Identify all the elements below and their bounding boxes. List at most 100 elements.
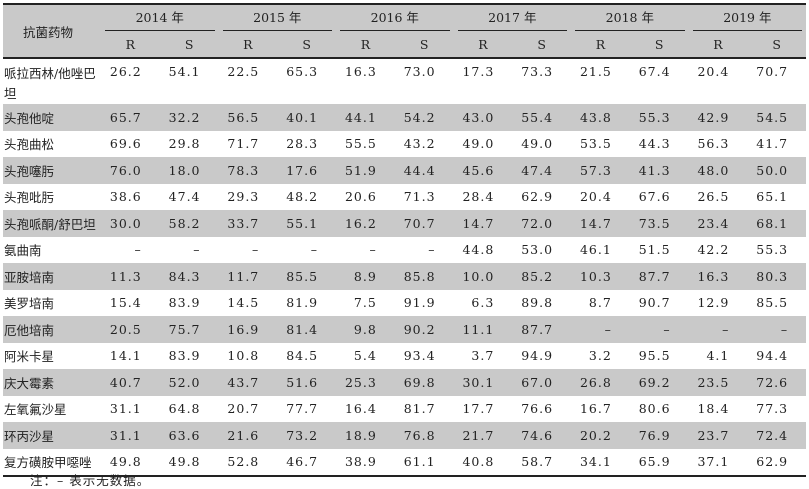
value-cell: 20.7	[227, 401, 260, 417]
header-s: S	[747, 31, 807, 59]
value-cell: 21.7	[462, 427, 495, 443]
value-cell: 49.0	[462, 136, 495, 152]
table-note: 注：– 表示无数据。	[30, 473, 151, 488]
value-cell: 18.4	[697, 401, 730, 417]
value-cell: 85.8	[403, 268, 436, 284]
value-cell: 26.5	[697, 189, 730, 205]
value-cell: 55.5	[344, 136, 377, 152]
drug-name: 庆大霉素	[4, 375, 55, 391]
value-cell: 31.1	[109, 401, 142, 417]
value-cell: 70.7	[403, 215, 436, 231]
value-cell: 42.9	[697, 109, 730, 125]
value-cell: –	[134, 242, 142, 258]
value-cell: 63.6	[168, 427, 201, 443]
value-cell: 50.0	[756, 162, 789, 178]
value-cell: 76.9	[638, 427, 671, 443]
value-cell: 93.4	[403, 348, 436, 364]
value-cell: 44.3	[638, 136, 671, 152]
header-year: 2017 年	[454, 4, 572, 31]
value-cell: 72.6	[756, 374, 789, 390]
table-row: 头孢曲松 69.6 29.8 71.7 28.3 55.5 43.2 49.0 49.0 53.5…	[3, 131, 806, 158]
value-cell: 73.2	[286, 427, 319, 443]
value-cell: 11.3	[109, 268, 142, 284]
value-cell: 38.6	[109, 189, 142, 205]
value-cell: 30.0	[109, 215, 142, 231]
value-cell: 56.3	[697, 136, 730, 152]
drug-name: 哌拉西林/他唑巴坦	[4, 66, 96, 101]
table-row: 头孢吡肟 38.6 47.4 29.3 48.2 20.6 71.3 28.4 62.9 20.4…	[3, 184, 806, 211]
header-s: S	[629, 31, 689, 59]
value-cell: 90.2	[403, 321, 436, 337]
value-cell: –	[722, 321, 730, 337]
value-cell: 17.3	[462, 64, 495, 79]
value-cell: 83.9	[168, 348, 201, 364]
value-cell: 55.3	[756, 242, 789, 258]
value-cell: –	[193, 242, 201, 258]
value-cell: 52.0	[168, 374, 201, 390]
value-cell: 14.7	[462, 215, 495, 231]
value-cell: 85.2	[521, 268, 554, 284]
value-cell: –	[310, 242, 319, 258]
value-cell: 28.4	[462, 189, 495, 205]
drug-name: 氨曲南	[4, 243, 42, 259]
drug-name: 阿米卡星	[4, 349, 55, 365]
value-cell: 68.1	[756, 215, 789, 231]
header-s: S	[394, 31, 454, 59]
value-cell: 44.1	[344, 109, 377, 125]
table-row: 左氧氟沙星 31.1 64.8 20.7 77.7 16.4 81.7 17.7 76.6 16.…	[3, 396, 806, 423]
value-cell: 40.8	[462, 454, 495, 470]
value-cell: 94.9	[521, 348, 554, 364]
value-cell: 4.1	[706, 348, 730, 364]
year-label: 2015 年	[222, 5, 333, 31]
header-s: S	[277, 31, 337, 59]
value-cell: 87.7	[521, 321, 554, 337]
value-cell: 8.7	[588, 295, 612, 311]
header-year-row: 抗菌药物 2014 年 2015 年 2016 年 2017 年 2018 年 2019 …	[3, 4, 807, 59]
table-row: 氨曲南 – – – – – – 44.8 53.0 46.1 51.5 42.2 55.3	[3, 237, 806, 264]
value-cell: 94.4	[756, 348, 789, 364]
value-cell: 91.9	[403, 295, 436, 311]
value-cell: 49.8	[168, 454, 201, 470]
value-cell: 41.7	[756, 136, 789, 152]
value-cell: 67.0	[521, 374, 554, 390]
value-cell: 73.0	[403, 64, 436, 79]
value-cell: 46.1	[579, 242, 612, 258]
value-cell: 44.4	[403, 162, 436, 178]
value-cell: 76.8	[403, 427, 436, 443]
value-cell: 28.3	[286, 136, 319, 152]
value-cell: 46.7	[286, 454, 319, 470]
value-cell: 21.6	[227, 427, 260, 443]
table-row: 头孢他啶 65.7 32.2 56.5 40.1 44.1 54.2 43.0 55.4 43.8…	[3, 104, 807, 131]
value-cell: 90.7	[638, 295, 671, 311]
value-cell: 71.3	[403, 189, 436, 205]
table-row: 阿米卡星 14.1 83.9 10.8 84.5 5.4 93.4 3.7 94.9 3.2 95.…	[3, 343, 806, 370]
value-cell: 43.0	[462, 109, 495, 125]
value-cell: 61.1	[403, 454, 436, 470]
table-row: 头孢噻肟 76.0 18.0 78.3 17.6 51.9 44.4 45.6 47.4 57.3…	[3, 157, 807, 184]
value-cell: 69.2	[638, 374, 671, 390]
value-cell: 80.6	[638, 401, 671, 417]
table-row: 哌拉西林/他唑巴坦 26.2 54.1 22.5 65.3 16.3 73.0 17.3 73.…	[3, 58, 806, 104]
value-cell: 51.9	[344, 162, 377, 178]
value-cell: 85.5	[756, 295, 789, 311]
value-cell: 84.3	[168, 268, 201, 284]
value-cell: 76.6	[521, 401, 554, 417]
value-cell: 16.2	[344, 215, 377, 231]
value-cell: 47.4	[521, 162, 554, 178]
value-cell: 18.9	[344, 427, 377, 443]
table-row: 亚胺培南 11.3 84.3 11.7 85.5 8.9 85.8 10.0 85.2 10.3 8…	[3, 263, 807, 290]
value-cell: 3.7	[471, 348, 495, 364]
value-cell: 3.2	[588, 348, 612, 364]
drug-name: 头孢他啶	[4, 110, 55, 126]
table-row: 美罗培南 15.4 83.9 14.5 81.9 7.5 91.9 6.3 89.8 8.7 90.…	[3, 290, 806, 317]
value-cell: 5.4	[353, 348, 377, 364]
header-r: R	[571, 31, 630, 59]
value-cell: 20.4	[697, 64, 730, 79]
value-cell: 78.3	[227, 162, 260, 178]
drug-name: 头孢吡肟	[4, 190, 55, 206]
value-cell: 9.8	[353, 321, 377, 337]
table-row: 环丙沙星 31.1 63.6 21.6 73.2 18.9 76.8 21.7 74.6 20.2…	[3, 422, 807, 449]
table-body: 哌拉西林/他唑巴坦 26.2 54.1 22.5 65.3 16.3 73.0 17.3 73.…	[3, 58, 807, 476]
value-cell: 69.6	[109, 136, 142, 152]
